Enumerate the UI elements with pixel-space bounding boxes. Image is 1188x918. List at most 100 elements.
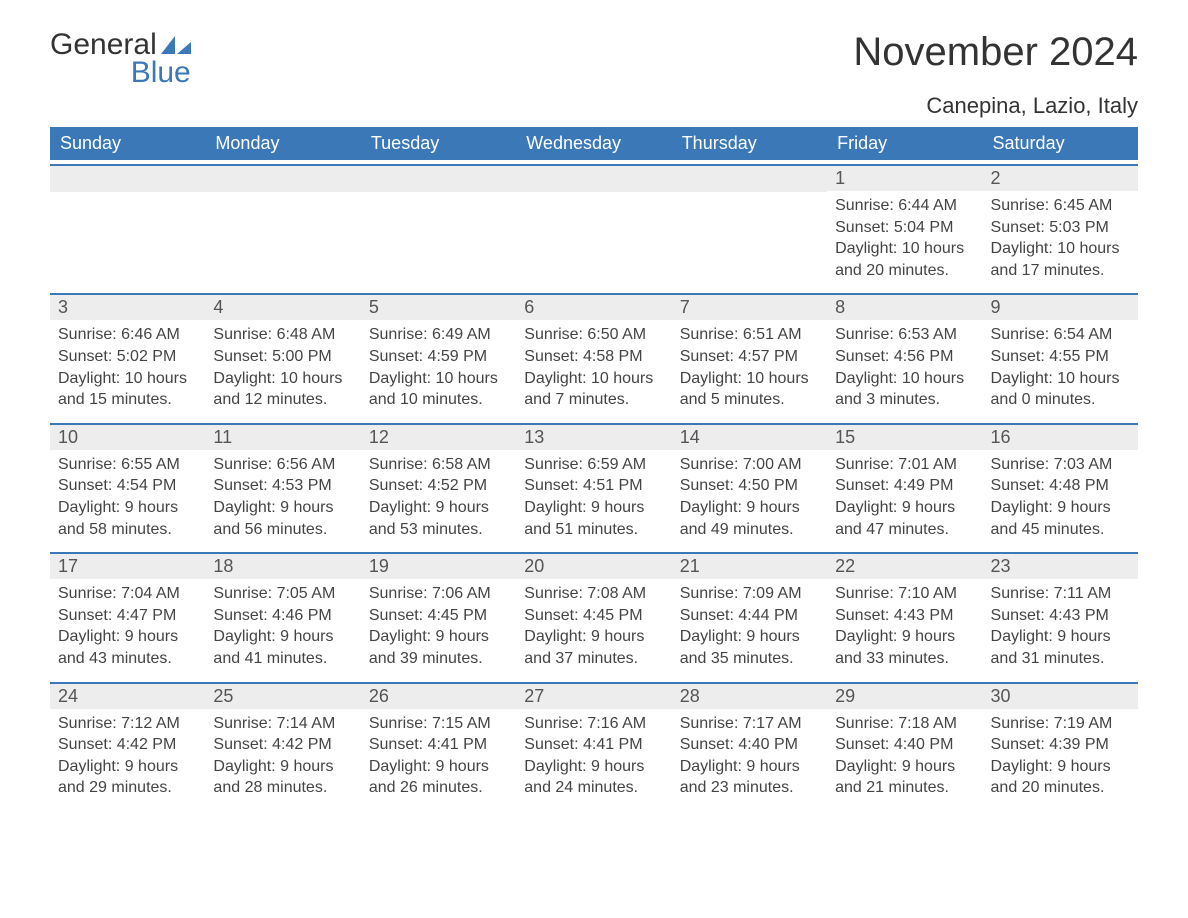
day-details: Sunrise: 7:16 AMSunset: 4:41 PMDaylight:…: [516, 709, 671, 807]
detail-label: Daylight:: [991, 758, 1058, 775]
detail-line: Daylight: 9 hours and 26 minutes.: [369, 756, 508, 799]
day-details: Sunrise: 7:06 AMSunset: 4:45 PMDaylight:…: [361, 579, 516, 677]
detail-label: Sunrise:: [835, 197, 898, 214]
detail-value: 7:16 AM: [587, 715, 646, 732]
detail-line: Daylight: 9 hours and 47 minutes.: [835, 497, 974, 540]
detail-line: Sunset: 4:42 PM: [58, 734, 197, 756]
detail-line: Sunrise: 7:04 AM: [58, 583, 197, 605]
detail-line: Daylight: 9 hours and 41 minutes.: [213, 626, 352, 669]
detail-label: Sunset:: [991, 736, 1050, 753]
detail-line: Sunrise: 7:06 AM: [369, 583, 508, 605]
detail-line: Sunset: 4:43 PM: [991, 605, 1130, 627]
detail-label: Sunrise:: [680, 715, 743, 732]
month-title: November 2024: [853, 30, 1138, 75]
detail-value: 4:45 PM: [428, 607, 488, 624]
day-number: 8: [827, 295, 982, 320]
detail-line: Sunset: 4:41 PM: [524, 734, 663, 756]
detail-value: 4:51 PM: [583, 477, 643, 494]
detail-line: Sunrise: 6:51 AM: [680, 324, 819, 346]
detail-label: Sunset:: [369, 607, 428, 624]
detail-line: Daylight: 10 hours and 20 minutes.: [835, 238, 974, 281]
detail-line: Sunrise: 6:59 AM: [524, 454, 663, 476]
day-number: 1: [827, 166, 982, 191]
detail-value: 6:49 AM: [432, 326, 491, 343]
day-cell: 18Sunrise: 7:05 AMSunset: 4:46 PMDayligh…: [205, 554, 360, 677]
detail-line: Daylight: 10 hours and 17 minutes.: [991, 238, 1130, 281]
day-cell: 7Sunrise: 6:51 AMSunset: 4:57 PMDaylight…: [672, 295, 827, 418]
day-number: 12: [361, 425, 516, 450]
detail-line: Sunset: 4:45 PM: [369, 605, 508, 627]
day-cell: [672, 166, 827, 289]
detail-line: Sunrise: 6:53 AM: [835, 324, 974, 346]
detail-value: 7:18 AM: [898, 715, 957, 732]
detail-line: Sunrise: 6:56 AM: [213, 454, 352, 476]
detail-label: Sunset:: [524, 607, 583, 624]
detail-line: Sunrise: 7:05 AM: [213, 583, 352, 605]
detail-label: Sunrise:: [213, 326, 276, 343]
detail-value: 7:15 AM: [432, 715, 491, 732]
day-number: 24: [50, 684, 205, 709]
detail-label: Daylight:: [680, 370, 747, 387]
detail-line: Sunset: 4:57 PM: [680, 346, 819, 368]
detail-value: 4:44 PM: [738, 607, 798, 624]
detail-value: 4:41 PM: [428, 736, 488, 753]
detail-value: 4:39 PM: [1049, 736, 1109, 753]
detail-line: Daylight: 9 hours and 43 minutes.: [58, 626, 197, 669]
detail-value: 7:11 AM: [1054, 585, 1112, 602]
detail-label: Sunrise:: [58, 585, 121, 602]
detail-line: Daylight: 9 hours and 45 minutes.: [991, 497, 1130, 540]
day-number: 13: [516, 425, 671, 450]
detail-label: Daylight:: [213, 628, 280, 645]
detail-label: Sunset:: [991, 607, 1050, 624]
day-details: Sunrise: 7:01 AMSunset: 4:49 PMDaylight:…: [827, 450, 982, 548]
detail-value: 7:04 AM: [121, 585, 180, 602]
detail-line: Daylight: 9 hours and 23 minutes.: [680, 756, 819, 799]
day-number: 5: [361, 295, 516, 320]
day-details: Sunrise: 6:48 AMSunset: 5:00 PMDaylight:…: [205, 320, 360, 418]
day-number: 6: [516, 295, 671, 320]
detail-line: Sunrise: 7:01 AM: [835, 454, 974, 476]
day-cell: 21Sunrise: 7:09 AMSunset: 4:44 PMDayligh…: [672, 554, 827, 677]
detail-label: Sunset:: [524, 736, 583, 753]
detail-line: Sunrise: 7:17 AM: [680, 713, 819, 735]
logo-word2: Blue: [106, 58, 191, 88]
day-details: Sunrise: 7:10 AMSunset: 4:43 PMDaylight:…: [827, 579, 982, 677]
day-number: 27: [516, 684, 671, 709]
detail-label: Sunset:: [58, 736, 117, 753]
detail-label: Daylight:: [835, 240, 902, 257]
weekday-header: Thursday: [672, 127, 827, 160]
day-details: Sunrise: 6:44 AMSunset: 5:04 PMDaylight:…: [827, 191, 982, 289]
day-cell: 24Sunrise: 7:12 AMSunset: 4:42 PMDayligh…: [50, 684, 205, 807]
detail-label: Sunrise:: [680, 326, 743, 343]
day-number: 26: [361, 684, 516, 709]
day-details: Sunrise: 6:45 AMSunset: 5:03 PMDaylight:…: [983, 191, 1138, 289]
detail-value: 4:48 PM: [1049, 477, 1109, 494]
detail-value: 7:12 AM: [121, 715, 180, 732]
day-cell: 11Sunrise: 6:56 AMSunset: 4:53 PMDayligh…: [205, 425, 360, 548]
detail-label: Sunset:: [58, 348, 117, 365]
detail-value: 4:52 PM: [428, 477, 488, 494]
detail-label: Sunset:: [835, 219, 894, 236]
detail-value: 6:53 AM: [898, 326, 957, 343]
detail-label: Daylight:: [991, 370, 1058, 387]
detail-label: Daylight:: [369, 499, 436, 516]
detail-line: Sunset: 4:52 PM: [369, 475, 508, 497]
detail-label: Daylight:: [524, 628, 591, 645]
detail-line: Sunrise: 6:49 AM: [369, 324, 508, 346]
detail-line: Sunrise: 7:14 AM: [213, 713, 352, 735]
detail-label: Sunset:: [680, 607, 739, 624]
day-number: 3: [50, 295, 205, 320]
detail-label: Daylight:: [58, 370, 125, 387]
detail-label: Sunset:: [835, 736, 894, 753]
detail-value: 4:58 PM: [583, 348, 643, 365]
day-details: Sunrise: 6:46 AMSunset: 5:02 PMDaylight:…: [50, 320, 205, 418]
week-row: 17Sunrise: 7:04 AMSunset: 4:47 PMDayligh…: [50, 552, 1138, 677]
detail-label: Sunrise:: [835, 585, 898, 602]
day-number: [516, 166, 671, 192]
day-cell: 19Sunrise: 7:06 AMSunset: 4:45 PMDayligh…: [361, 554, 516, 677]
detail-value: 7:03 AM: [1054, 456, 1113, 473]
day-cell: 29Sunrise: 7:18 AMSunset: 4:40 PMDayligh…: [827, 684, 982, 807]
detail-line: Sunset: 4:42 PM: [213, 734, 352, 756]
detail-line: Daylight: 9 hours and 21 minutes.: [835, 756, 974, 799]
detail-line: Sunset: 5:03 PM: [991, 217, 1130, 239]
